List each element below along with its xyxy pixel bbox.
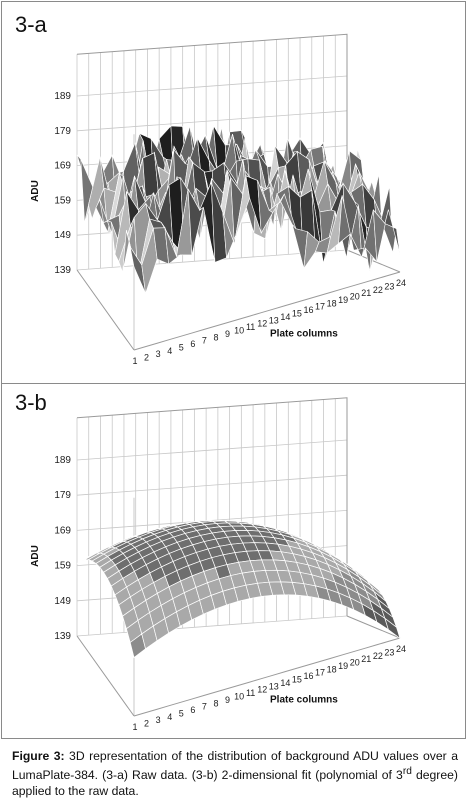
x-tick-label: 15 xyxy=(292,675,302,685)
surface-cell xyxy=(384,209,401,255)
x-tick-label: 21 xyxy=(361,654,371,664)
x-tick-label: 14 xyxy=(280,312,290,322)
panel-3a: 139 149 159 169 179 189 1 2 3 4 5 6 7 8 9 10 11 12 13 14 15 1… xyxy=(2,2,465,383)
y-tick-label: 139 xyxy=(54,265,71,276)
caption-superscript: rd xyxy=(402,766,412,777)
x-tick-label: 20 xyxy=(350,658,360,668)
x-tick-label: 9 xyxy=(225,329,230,339)
x-tick-label: 21 xyxy=(361,288,371,298)
caption-text: 3D representation of the distribution of… xyxy=(12,749,458,783)
x-tick-label: 19 xyxy=(338,661,348,671)
panel-label-3b: 3-b xyxy=(15,390,47,415)
x-tick-label: 7 xyxy=(202,336,207,346)
y-tick-label: 139 xyxy=(54,631,71,642)
x-tick-label: 19 xyxy=(338,295,348,305)
x-tick-label: 4 xyxy=(167,346,172,356)
x-tick-label: 5 xyxy=(179,708,184,718)
y-ticks: 139 149 159 169 179 189 xyxy=(54,455,71,642)
y-axis-title: ADU xyxy=(30,545,41,567)
value-gridline xyxy=(76,110,348,132)
x-tick-label: 18 xyxy=(327,664,337,674)
x-tick-label: 13 xyxy=(269,315,279,325)
y-tick-label: 149 xyxy=(54,230,71,241)
y-ticks: 139 149 159 169 179 189 xyxy=(54,91,71,276)
x-tick-label: 24 xyxy=(396,278,406,288)
x-tick-label: 3 xyxy=(156,349,161,359)
x-tick-label: 7 xyxy=(202,702,207,712)
x-tick-label: 23 xyxy=(384,647,394,657)
x-tick-label: 4 xyxy=(167,712,172,722)
x-tick-label: 14 xyxy=(280,678,290,688)
y-tick-label: 159 xyxy=(54,561,71,572)
surface-mesh xyxy=(76,519,401,659)
x-tick-label: 20 xyxy=(350,292,360,302)
x-tick-label: 2 xyxy=(144,719,149,729)
x-tick-label: 8 xyxy=(213,698,218,708)
x-tick-label: 6 xyxy=(190,705,195,715)
x-ticks: 1 2 3 4 5 6 7 8 9 10 11 12 13 14 15 16 17 18 19 20 21 22 23 24 xyxy=(132,644,406,732)
x-tick-label: 23 xyxy=(384,281,394,291)
x-tick-label: 1 xyxy=(132,722,137,732)
x-tick-label: 17 xyxy=(315,302,325,312)
y-tick-label: 169 xyxy=(54,525,71,536)
x-tick-label: 11 xyxy=(246,322,255,332)
x-tick-label: 12 xyxy=(257,319,267,329)
x-tick-label: 22 xyxy=(373,651,383,661)
caption-text-end: degree) applied to the raw data. xyxy=(12,768,458,799)
x-tick-label: 9 xyxy=(225,695,230,705)
x-tick-label: 5 xyxy=(179,342,184,352)
x-tick-label: 16 xyxy=(303,671,313,681)
x-tick-label: 6 xyxy=(190,339,195,349)
x-tick-label: 8 xyxy=(213,332,218,342)
x-tick-label: 10 xyxy=(234,691,244,701)
y-tick-label: 169 xyxy=(54,161,71,172)
value-gridline xyxy=(76,439,348,461)
x-axis-title: Plate columns xyxy=(270,329,338,340)
x-tick-label: 12 xyxy=(257,685,267,695)
y-tick-label: 179 xyxy=(54,126,71,137)
x-tick-label: 24 xyxy=(396,644,406,654)
y-axis-title: ADU xyxy=(30,180,41,202)
caption-label: Figure 3: xyxy=(12,749,65,763)
panel-label-3a: 3-a xyxy=(15,12,47,37)
y-tick-label: 149 xyxy=(54,596,71,607)
x-tick-label: 10 xyxy=(234,325,244,335)
y-tick-label: 189 xyxy=(54,91,71,102)
x-tick-label: 18 xyxy=(327,298,337,308)
x-tick-label: 15 xyxy=(292,309,302,319)
value-gridline xyxy=(76,615,348,637)
y-tick-label: 189 xyxy=(54,455,71,466)
x-tick-label: 2 xyxy=(144,353,149,363)
x-tick-label: 1 xyxy=(132,356,137,366)
x-tick-label: 22 xyxy=(373,285,383,295)
x-tick-label: 3 xyxy=(156,715,161,725)
x-tick-label: 11 xyxy=(246,688,255,698)
surface-mesh xyxy=(76,124,401,294)
x-tick-label: 16 xyxy=(303,305,313,315)
y-tick-label: 179 xyxy=(54,490,71,501)
surface-cell xyxy=(384,617,401,640)
panel-3b: 139 149 159 169 179 189 1 2 3 4 5 6 7 8 9 10 11 12 13 14 15 1… xyxy=(2,383,465,741)
x-tick-label: 13 xyxy=(269,681,279,691)
x-axis-title: Plate columns xyxy=(270,695,338,706)
x-ticks: 1 2 3 4 5 6 7 8 9 10 11 12 13 14 15 16 17 18 19 20 21 22 23 24 xyxy=(132,278,406,366)
y-tick-label: 159 xyxy=(54,195,71,206)
value-gridline xyxy=(76,474,348,496)
figure-frame: 139 149 159 169 179 189 1 2 3 4 5 6 7 8 9 10 11 12 13 14 15 1… xyxy=(1,1,466,739)
figure-caption: Figure 3: 3D representation of the distr… xyxy=(12,748,458,799)
value-gridline xyxy=(76,75,348,97)
x-tick-label: 17 xyxy=(315,668,325,678)
